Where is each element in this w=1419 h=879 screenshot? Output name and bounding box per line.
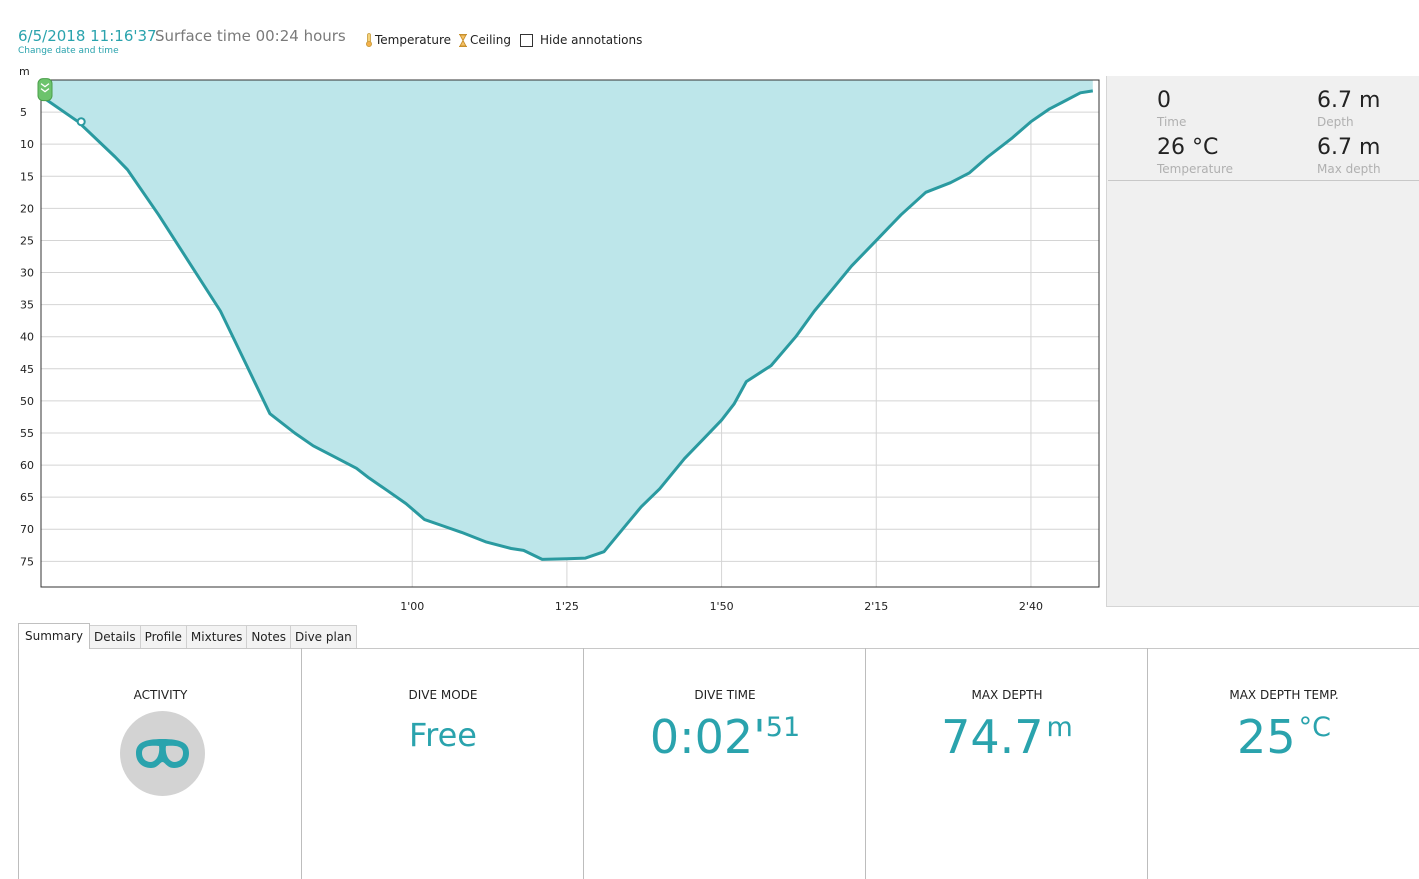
dive-mode-value: Free: [409, 716, 477, 754]
y-tick-label: 60: [20, 459, 34, 472]
y-tick-label: 70: [20, 523, 34, 536]
hide-annotations-toggle[interactable]: Hide annotations: [520, 33, 642, 47]
max-depth-unit: m: [1046, 712, 1073, 743]
max-depth-title: MAX DEPTH: [971, 688, 1043, 702]
hourglass-icon: [459, 33, 467, 47]
y-axis-unit: m: [19, 65, 30, 78]
surface-time: Surface time 00:24 hours: [155, 27, 346, 45]
dive-profile-chart[interactable]: 5 10 15 20 25 30 35 40 45 50 55 60 65 70 75 1'00 1'25 1'5…: [0, 60, 1105, 620]
chevrons-down-icon: [40, 83, 50, 93]
max-depth-temp-card: MAX DEPTH TEMP. 25 °C: [1147, 648, 1419, 879]
x-tick-label: 1'50: [710, 600, 734, 613]
y-tick-label: 50: [20, 395, 34, 408]
hide-annotations-checkbox[interactable]: [520, 33, 533, 47]
max-depth-temp-title: MAX DEPTH TEMP.: [1229, 688, 1339, 702]
y-tick-label: 55: [20, 427, 34, 440]
depth-label: Depth: [1317, 115, 1354, 129]
axis-labels: 5 10 15 20 25 30 35 40 45 50 55 60 65 70 75 1'00 1'25 1'5…: [20, 106, 1043, 613]
tab-mixtures[interactable]: Mixtures: [185, 625, 248, 648]
ceiling-toggle-label: Ceiling: [470, 33, 511, 47]
y-tick-label: 65: [20, 491, 34, 504]
activity-card: ACTIVITY: [18, 648, 302, 879]
depth-area: [41, 80, 1093, 560]
y-tick-label: 35: [20, 299, 34, 312]
max-depth-temp-value: 25 °C: [1148, 710, 1419, 764]
y-tick-label: 15: [20, 170, 34, 183]
y-tick-label: 5: [20, 106, 27, 119]
dive-time-seconds: 51: [765, 712, 801, 743]
hide-annotations-label: Hide annotations: [540, 33, 643, 47]
ceiling-toggle[interactable]: Ceiling: [458, 33, 511, 47]
y-tick-label: 25: [20, 234, 34, 247]
tab-bar: Summary Details Profile Mixtures Notes D…: [18, 623, 357, 649]
change-date-link[interactable]: Change date and time: [18, 46, 119, 56]
y-tick-label: 30: [20, 267, 34, 280]
dive-datetime: 6/5/2018 11:16'37: [18, 27, 157, 45]
depth-value: 6.7 m: [1317, 88, 1381, 113]
dive-mode-card: DIVE MODE Free: [301, 648, 584, 879]
y-tick-label: 75: [20, 555, 34, 568]
y-tick-label: 40: [20, 331, 34, 344]
temperature-value: 26 °C: [1157, 135, 1219, 160]
tab-divider: [18, 648, 1419, 649]
max-depth-number: 74.7: [941, 710, 1044, 764]
time-value: 0: [1157, 88, 1171, 113]
depth-profile-line[interactable]: [40, 89, 1094, 561]
tab-profile[interactable]: Profile: [139, 625, 187, 648]
info-divider: [1108, 180, 1419, 181]
dive-time-card: DIVE TIME 0:02'51: [583, 648, 866, 879]
max-depth-summary-value: 74.7 m: [866, 710, 1148, 764]
dive-mode-title: DIVE MODE: [408, 688, 478, 702]
summary-panel: ACTIVITY DIVE MODE Free DIVE TIME 0:02'5…: [18, 648, 1419, 879]
temperature-toggle[interactable]: Temperature: [365, 33, 451, 47]
max-depth-card: MAX DEPTH 74.7 m: [865, 648, 1148, 879]
x-tick-label: 2'40: [1019, 600, 1043, 613]
x-tick-label: 1'00: [400, 600, 424, 613]
profile-point-marker[interactable]: [76, 117, 86, 127]
tab-details[interactable]: Details: [89, 625, 141, 648]
activity-icon-circle: [120, 711, 205, 796]
max-depth-temp-number: 25: [1237, 710, 1296, 764]
info-panel: [1106, 76, 1419, 607]
dive-time-main: 0:02': [649, 710, 766, 764]
y-tick-label: 20: [20, 202, 34, 215]
temperature-label: Temperature: [1157, 162, 1234, 176]
dive-time-value: 0:02'51: [584, 710, 866, 764]
time-label: Time: [1157, 115, 1187, 129]
descent-marker[interactable]: [37, 78, 53, 102]
chart-markers[interactable]: [37, 78, 86, 127]
y-tick-label: 10: [20, 138, 34, 151]
x-tick-label: 1'25: [555, 600, 579, 613]
tab-notes[interactable]: Notes: [246, 625, 291, 648]
temperature-toggle-label: Temperature: [375, 33, 452, 47]
max-depth-value: 6.7 m: [1317, 135, 1381, 160]
max-depth-temp-unit: °C: [1298, 712, 1331, 743]
plot-frame: [40, 79, 1100, 588]
activity-title: ACTIVITY: [133, 688, 188, 702]
max-depth-label: Max depth: [1317, 162, 1381, 176]
thermometer-icon: [366, 33, 372, 47]
tab-summary[interactable]: Summary: [18, 623, 90, 649]
diving-mask-icon: [136, 739, 189, 768]
x-tick-label: 2'15: [864, 600, 888, 613]
dive-time-title: DIVE TIME: [694, 688, 756, 702]
tab-dive-plan[interactable]: Dive plan: [290, 625, 357, 648]
y-tick-label: 45: [20, 363, 34, 376]
